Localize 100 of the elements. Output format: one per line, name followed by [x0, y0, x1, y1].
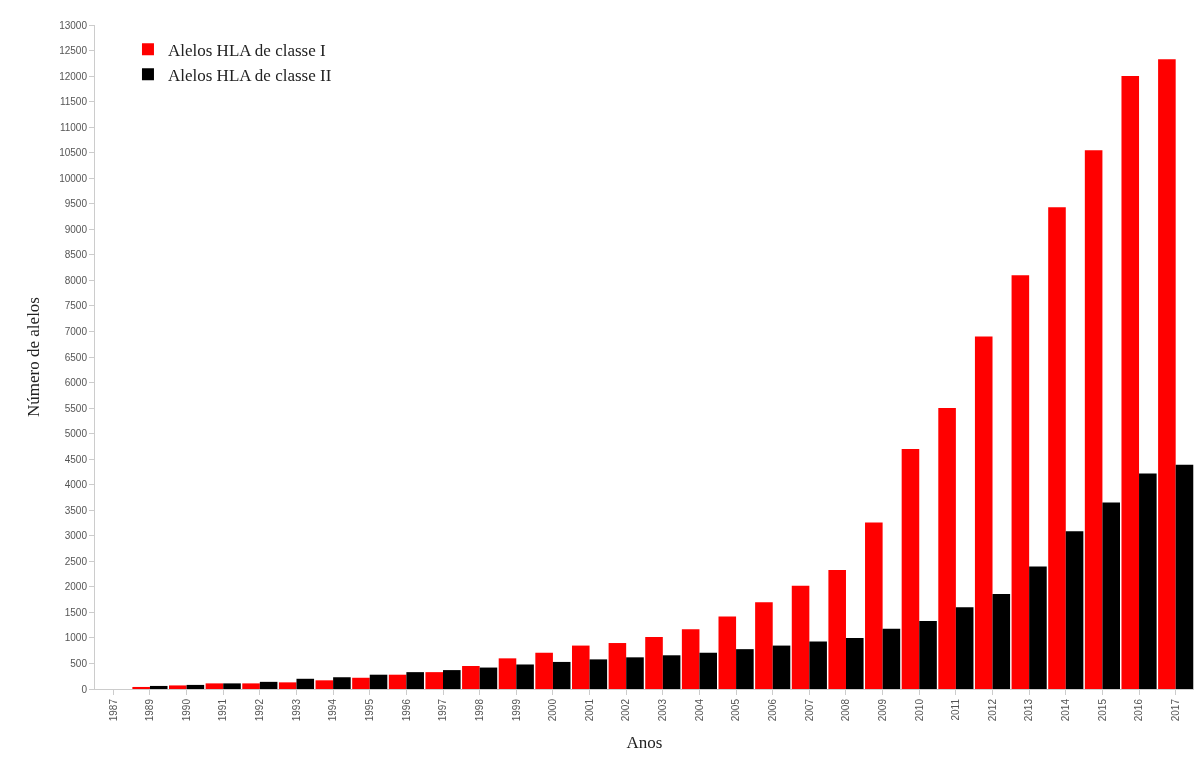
- y-tick-label: 13000: [59, 19, 88, 31]
- x-axis-title: Anos: [626, 732, 663, 752]
- bar: [149, 685, 168, 689]
- bar: [352, 677, 370, 689]
- y-tick-label: 0: [81, 683, 88, 695]
- bar: [425, 672, 444, 689]
- bar: [662, 655, 681, 689]
- y-tick-label: 11500: [59, 96, 88, 108]
- x-tick-label: 1987: [107, 698, 119, 722]
- bar: [955, 607, 974, 689]
- bar: [919, 621, 937, 689]
- x-tick-label: 2013: [1023, 698, 1035, 722]
- bar: [845, 637, 864, 689]
- x-tick-label: 2014: [1060, 698, 1072, 722]
- x-tick-label: 1991: [217, 698, 229, 722]
- bar: [699, 652, 718, 689]
- bar: [791, 585, 810, 689]
- bar: [443, 670, 461, 689]
- legend-label: Alelos HLA de classe II: [167, 65, 332, 85]
- y-tick-label: 8000: [64, 274, 88, 286]
- y-tick-label: 4500: [64, 453, 88, 465]
- x-tick-label: 2010: [913, 698, 925, 722]
- x-tick-label: 1995: [364, 698, 375, 722]
- bar: [828, 569, 846, 689]
- bar: [535, 652, 553, 689]
- bar: [938, 408, 956, 689]
- y-tick-label: 12000: [59, 70, 88, 82]
- bar: [1065, 531, 1084, 689]
- x-tick-label: 2017: [1169, 698, 1181, 722]
- bar: [388, 674, 407, 689]
- y-tick-label: 11000: [59, 121, 88, 133]
- x-tick-label: 1994: [327, 698, 339, 722]
- x-tick-label: 2001: [583, 698, 595, 722]
- x-tick-label: 1992: [254, 698, 266, 722]
- bar: [242, 683, 260, 689]
- x-tick-label: 1999: [510, 698, 522, 722]
- y-tick-label: 3000: [64, 530, 88, 542]
- bar: [589, 659, 608, 689]
- bar: [259, 681, 278, 689]
- x-tick-label: 2002: [620, 698, 632, 722]
- bar: [1102, 502, 1120, 689]
- y-tick-label: 1500: [64, 606, 88, 618]
- y-tick-label: 2500: [64, 555, 88, 567]
- x-tick-label: 2004: [693, 698, 705, 722]
- bar: [772, 645, 791, 689]
- x-tick-label: 2007: [803, 698, 815, 722]
- bar: [571, 645, 590, 689]
- x-tick-label: 2012: [986, 698, 998, 722]
- bar: [223, 683, 241, 689]
- bar: [901, 448, 920, 689]
- bar: [462, 666, 480, 689]
- bar: [132, 686, 150, 689]
- bar: [882, 628, 901, 689]
- bar: [608, 643, 627, 689]
- bar: [645, 636, 663, 689]
- bar: [278, 682, 297, 689]
- bar: [1139, 473, 1157, 689]
- y-tick-label: 6500: [64, 351, 88, 363]
- bar: [1175, 464, 1194, 689]
- x-tick-label: 2016: [1133, 698, 1145, 722]
- y-tick-label: 2000: [64, 581, 88, 593]
- bar: [626, 657, 644, 689]
- bar: [205, 683, 224, 689]
- x-tick-label: 2008: [840, 698, 852, 722]
- x-tick-label: 2000: [547, 698, 559, 722]
- bar: [333, 677, 351, 689]
- x-tick-label: 1996: [400, 698, 412, 722]
- bar: [1158, 59, 1176, 689]
- x-tick-label: 1993: [290, 698, 302, 722]
- y-tick-label: 7000: [64, 325, 88, 337]
- bar: [479, 667, 498, 689]
- bar: [1029, 566, 1047, 689]
- y-tick-label: 500: [70, 657, 88, 669]
- x-tick-label: 2005: [730, 698, 742, 722]
- y-tick-label: 9500: [64, 198, 88, 210]
- legend-label: Alelos HLA de classe I: [167, 40, 326, 60]
- x-tick-label: 2011: [950, 698, 962, 721]
- bar: [1121, 76, 1140, 689]
- bar: [718, 616, 737, 689]
- bar: [736, 649, 754, 689]
- bar: [1011, 275, 1030, 689]
- bar: [369, 674, 388, 689]
- bar: [406, 672, 424, 689]
- x-tick-label: 2015: [1096, 698, 1108, 722]
- y-tick-label: 6000: [64, 377, 88, 389]
- bar: [516, 664, 534, 689]
- y-tick-label: 5000: [64, 428, 88, 440]
- y-tick-label: 7500: [64, 300, 88, 312]
- bar: [315, 680, 334, 689]
- bar: [681, 629, 700, 689]
- bar: [755, 602, 773, 689]
- y-tick-label: 10000: [59, 172, 88, 184]
- bar: [169, 685, 187, 689]
- x-tick-label: 1997: [437, 698, 449, 722]
- bar: [498, 658, 517, 689]
- bar: [992, 594, 1011, 689]
- x-tick-label: 1990: [180, 698, 192, 722]
- x-tick-label: 2006: [766, 698, 778, 722]
- y-tick-label: 3500: [64, 504, 88, 516]
- bar: [809, 641, 827, 689]
